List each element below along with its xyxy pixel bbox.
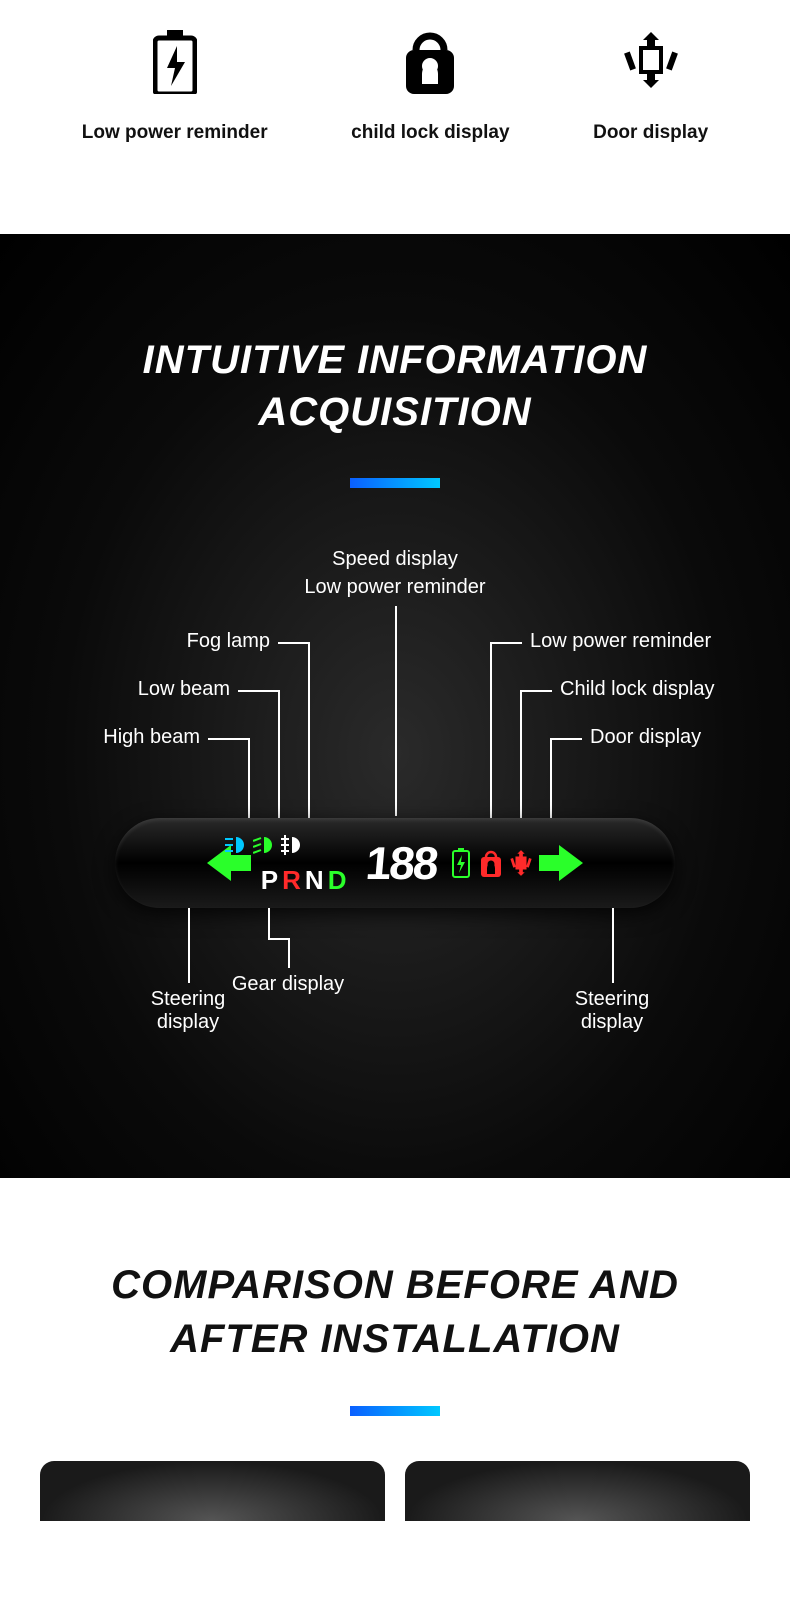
speed-value: 188 (364, 840, 439, 886)
hud-diagram: Speed display Low power reminder Fog lam… (20, 538, 770, 1058)
leader-line (395, 606, 397, 816)
comparison-images (40, 1461, 750, 1521)
compare-after (405, 1461, 750, 1521)
feature-label: Door display (593, 122, 708, 144)
leader-line (520, 690, 522, 818)
gear-d: D (328, 865, 351, 896)
door-mini-icon (509, 848, 533, 878)
gear-n: N (305, 865, 328, 896)
feature-door: Door display (593, 30, 708, 144)
accent-bar (350, 478, 440, 488)
leader-line (188, 908, 190, 983)
beam-icons (225, 830, 305, 860)
comparison-title: COMPARISON BEFORE AND AFTER INSTALLATION (40, 1258, 750, 1366)
leader-line (550, 738, 552, 818)
low-beam-icon (253, 830, 277, 860)
title-line: AFTER INSTALLATION (170, 1317, 620, 1361)
dark-section: INTUITIVE INFORMATION ACQUISITION Speed … (0, 234, 790, 1178)
title-line: ACQUISITION (258, 390, 531, 434)
leader-line (288, 938, 290, 968)
leader-line (268, 908, 270, 938)
leader-line (268, 938, 288, 940)
gear-p: P (261, 865, 282, 896)
car-door-icon (619, 30, 683, 94)
callout-door: Door display (590, 726, 701, 749)
callout-highbeam: High beam (103, 726, 200, 749)
steering-text: Steering (575, 988, 650, 1010)
leader-line (248, 738, 250, 818)
leader-line (278, 690, 280, 818)
leader-line (520, 690, 552, 692)
title-line: COMPARISON BEFORE AND (111, 1263, 679, 1307)
battery-mini-icon (449, 848, 473, 878)
callout-speed: Speed display (332, 548, 458, 571)
gear-display: P R N D (261, 865, 351, 896)
leader-line (612, 908, 614, 983)
callout-steering-l: Steering display (151, 988, 226, 1034)
feature-low-power: Low power reminder (82, 30, 268, 144)
top-icon-row: Low power reminder child lock display Do… (0, 0, 790, 234)
leader-line (550, 738, 582, 740)
compare-before (40, 1461, 385, 1521)
child-lock-icon (402, 30, 458, 94)
callout-steering-r: Steering display (575, 988, 650, 1034)
callout-gear: Gear display (232, 973, 344, 996)
hud-device: P R N D 188 (115, 818, 675, 908)
leader-line (490, 642, 522, 644)
callout-lowbeam: Low beam (138, 678, 230, 701)
feature-child-lock: child lock display (351, 30, 509, 144)
steering-text: display (581, 1011, 643, 1033)
accent-bar (350, 1406, 440, 1416)
section-title: INTUITIVE INFORMATION ACQUISITION (20, 334, 770, 438)
steering-text: display (157, 1011, 219, 1033)
leader-line (490, 642, 492, 818)
leader-line (208, 738, 248, 740)
steering-text: Steering (151, 988, 226, 1010)
battery-icon (153, 30, 197, 94)
callout-lowpower-r: Low power reminder (530, 630, 711, 653)
callout-childlock: Child lock display (560, 678, 715, 701)
fog-lamp-icon (281, 830, 305, 860)
steering-right-icon (539, 843, 583, 883)
gear-r: R (282, 865, 305, 896)
title-line: INTUITIVE INFORMATION (143, 338, 648, 382)
high-beam-icon (225, 830, 249, 860)
callout-fog: Fog lamp (187, 630, 270, 653)
child-lock-mini-icon (479, 848, 503, 878)
comparison-section: COMPARISON BEFORE AND AFTER INSTALLATION (0, 1178, 790, 1561)
leader-line (278, 642, 308, 644)
leader-line (238, 690, 278, 692)
feature-label: Low power reminder (82, 122, 268, 144)
leader-line (308, 642, 310, 818)
callout-lowpower-top: Low power reminder (304, 576, 485, 599)
feature-label: child lock display (351, 122, 509, 144)
